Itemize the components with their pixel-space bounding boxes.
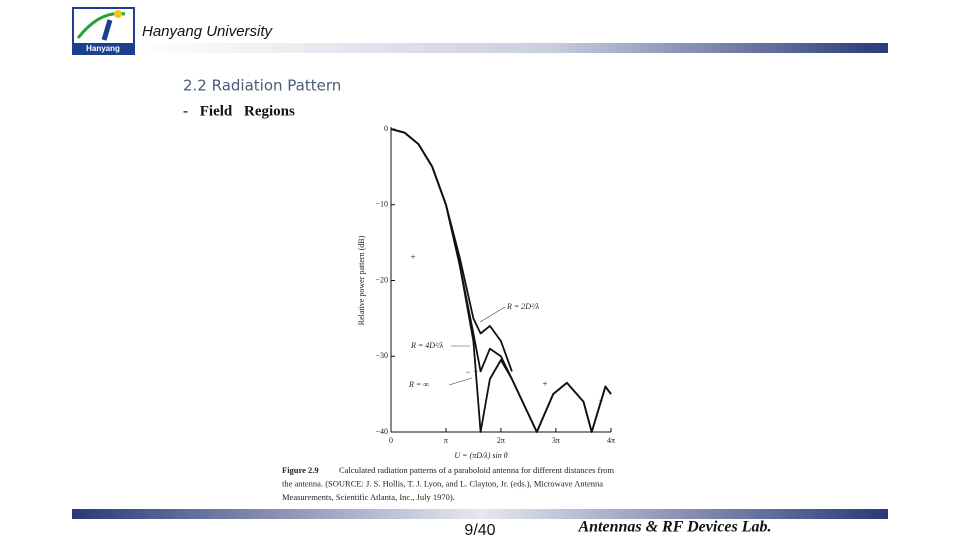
logo: Hanyang — [72, 7, 135, 55]
x-tick-label: 2π — [497, 436, 505, 445]
header-bar — [137, 43, 888, 53]
logo-text: Hanyang — [86, 44, 120, 53]
caption-line: Calculated radiation patterns of a parab… — [339, 465, 614, 475]
x-tick-label: 4π — [607, 436, 615, 445]
leader-line — [448, 377, 473, 386]
x-axis-label: U = (πD/λ) sin θ — [454, 451, 507, 460]
caption-label: Figure 2.9 — [282, 465, 319, 475]
leader-line — [479, 306, 506, 323]
y-tick-label: −10 — [375, 200, 388, 209]
footer-bar — [72, 509, 888, 519]
series-label: R = 2D²/λ — [506, 302, 540, 311]
caption-line: the antenna. (SOURCE: J. S. Hollis, T. J… — [282, 478, 603, 488]
x-tick-label: π — [444, 436, 448, 445]
section-title: 2.2 Radiation Pattern — [183, 77, 341, 95]
annotation: + — [542, 379, 547, 389]
y-tick-label: −40 — [375, 427, 388, 436]
caption-line: Measurements, Scientific Atlanta, Inc., … — [282, 492, 455, 502]
header-title: Hanyang University — [142, 23, 274, 40]
annotation: − — [465, 367, 470, 377]
page-number: 9/40 — [464, 522, 495, 539]
x-tick-label: 3π — [552, 436, 560, 445]
series-label: R = ∞ — [408, 380, 429, 389]
series-line — [390, 128, 513, 372]
x-tick-label: 0 — [389, 436, 393, 445]
annotation: − — [598, 395, 603, 405]
lab-name: Antennas & RF Devices Lab. — [577, 519, 771, 536]
annotation: + — [410, 252, 415, 262]
y-tick-label: 0 — [384, 124, 388, 133]
y-tick-label: −20 — [375, 275, 388, 284]
bullet: - Field Regions — [183, 103, 295, 119]
y-tick-label: −30 — [375, 351, 388, 360]
series-label: R = 4D²/λ — [410, 341, 444, 350]
annotation: − — [473, 366, 478, 376]
y-axis-label: Relative power pattern (dB) — [357, 235, 366, 325]
